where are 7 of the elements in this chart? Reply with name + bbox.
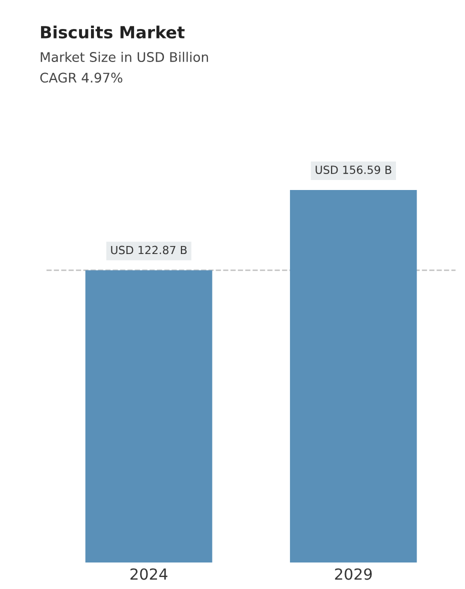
chart-title: Biscuits Market: [41, 26, 185, 39]
chart-subtitle: Market Size in USD Billion: [40, 52, 208, 62]
text: CAGR 4.97%: [40, 72, 122, 83]
data-label: USD 122.87 B: [111, 246, 187, 254]
x-tick-label: 2029: [335, 568, 372, 580]
x-tick-label: 2024: [130, 568, 168, 580]
data-label: USD 156.59 B: [316, 166, 392, 174]
